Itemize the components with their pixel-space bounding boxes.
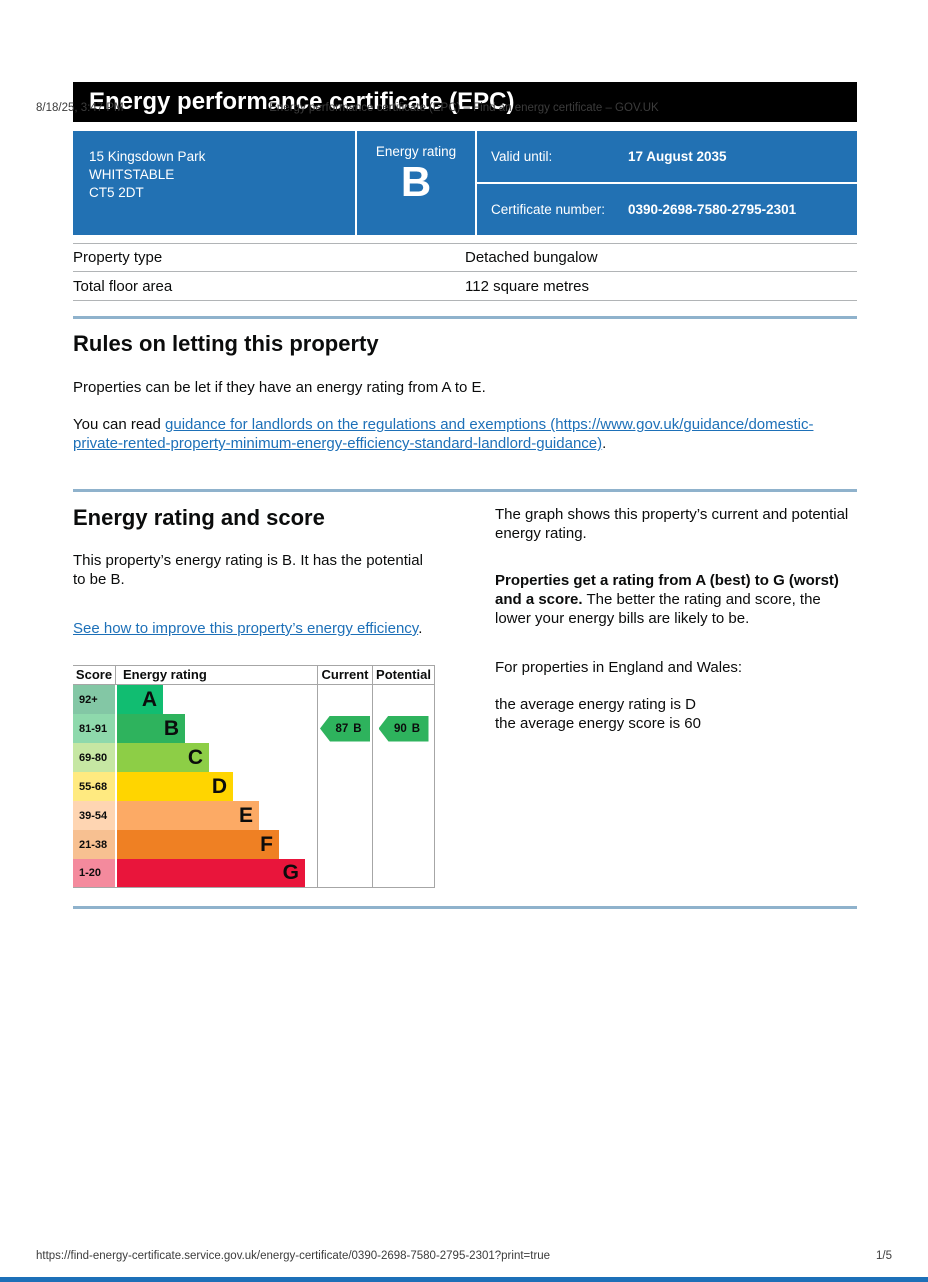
certificate-number-label: Certificate number: (491, 202, 606, 217)
potential-letter: B (411, 722, 421, 735)
band-g-bar: G (117, 859, 305, 887)
band-a-bar: A (117, 685, 163, 714)
improve-paragraph: See how to improve this property’s energ… (73, 619, 437, 638)
band-f-score: 21-38 (73, 830, 115, 859)
energy-rating-badge: Energy rating B (357, 131, 475, 235)
energy-rating-letter: B (400, 158, 432, 205)
current-score: 87 (335, 722, 349, 735)
floor-area-value: 112 square metres (465, 277, 589, 295)
rating-explanation: Properties get a rating from A (best) to… (495, 571, 857, 628)
certificate-page: Energy performance certificate (EPC) 15 … (73, 82, 857, 909)
rules-paragraph-1: Properties can be let if they have an en… (73, 379, 486, 396)
page-number: 1/5 (876, 1250, 892, 1262)
section-divider (73, 906, 857, 909)
epc-band-row-g: 1-20 G (73, 859, 435, 888)
current-column-header: Current (317, 666, 372, 684)
section-divider (73, 316, 857, 319)
potential-rating-arrow-icon: 90 B (378, 715, 429, 742)
epc-band-row-d: 55-68 D (73, 772, 435, 801)
band-f-bar: F (117, 830, 279, 859)
band-d-bar: D (117, 772, 233, 801)
address-line-3: CT5 2DT (89, 185, 144, 200)
epc-band-row-b: 81-91 B 87 B 90 B (73, 714, 435, 743)
potential-score: 90 (393, 722, 407, 735)
potential-column-header: Potential (372, 666, 435, 684)
table-row-floor-area: Total floor area 112 square metres (73, 272, 857, 301)
average-rating-line: the average energy rating is D (495, 696, 696, 713)
table-row-property-type: Property type Detached bungalow (73, 243, 857, 272)
rating-left-column: Energy rating and score This property’s … (73, 505, 495, 888)
landlord-guidance-link[interactable]: guidance for landlords on the regulation… (73, 416, 814, 452)
current-letter: B (353, 722, 362, 735)
rating-explanation-bold: Properties get a rating from A (best) to… (495, 572, 839, 608)
graph-description: The graph shows this property’s current … (495, 506, 849, 542)
band-e-bar: E (117, 801, 259, 830)
valid-until-row: Valid until: 17 August 2035 (477, 131, 857, 182)
epc-chart-header: Score Energy rating Current Potential (73, 665, 435, 685)
band-d-score: 55-68 (73, 772, 115, 801)
band-c-bar: C (117, 743, 209, 772)
floor-area-label: Total floor area (73, 277, 173, 295)
score-column-header: Score (75, 667, 113, 682)
valid-until-label: Valid until: (491, 149, 553, 164)
england-wales-intro: For properties in England and Wales: (495, 659, 743, 676)
average-score-line: the average energy score is 60 (495, 715, 701, 732)
certificate-banner-title: Energy performance certificate (EPC) (73, 82, 857, 122)
certificate-number-value: 0390-2698-7580-2795-2301 (628, 202, 797, 217)
energy-rating-column-header: Energy rating (115, 666, 317, 684)
epc-band-row-f: 21-38 F (73, 830, 435, 859)
band-b-score: 81-91 (73, 714, 115, 743)
address-line-1: 15 Kingsdown Park (89, 149, 206, 164)
improve-efficiency-link[interactable]: See how to improve this property’s energ… (73, 620, 419, 637)
property-type-value: Detached bungalow (465, 249, 598, 266)
epc-band-row-a: 92+ A (73, 685, 435, 714)
epc-band-row-e: 39-54 E (73, 801, 435, 830)
address-line-2: WHITSTABLE (89, 167, 175, 182)
epc-rating-chart: Score Energy rating Current Potential 92… (73, 665, 435, 888)
rules-paragraph-2: You can read guidance for landlords on t… (73, 415, 857, 453)
band-a-score: 92+ (73, 685, 115, 714)
improve-paragraph-suffix: . (418, 620, 423, 637)
band-c-score: 69-80 (73, 743, 115, 772)
browser-print-header: 8/18/25, 3:47 PM Energy performance cert… (36, 102, 892, 114)
page-title-header: Energy performance certificate (EPC) – F… (269, 102, 659, 114)
epc-band-row-c: 69-80 C (73, 743, 435, 772)
energy-rating-section: Energy rating and score This property’s … (73, 505, 857, 888)
certificate-summary-card: 15 Kingsdown Park WHITSTABLE CT5 2DT Ene… (73, 131, 857, 235)
browser-print-footer: https://find-energy-certificate.service.… (36, 1250, 892, 1262)
rating-explanation-rest: The better the rating and score, the low… (495, 591, 821, 627)
rules-paragraph-2-suffix: . (602, 435, 607, 452)
property-address: 15 Kingsdown Park WHITSTABLE CT5 2DT (73, 131, 355, 235)
section-divider (73, 489, 857, 492)
energy-rating-label: Energy rating (375, 144, 457, 159)
property-details-table: Property type Detached bungalow Total fl… (73, 243, 857, 301)
certificate-meta: Valid until: 17 August 2035 Certificate … (477, 131, 857, 235)
rules-heading: Rules on letting this property (73, 331, 379, 356)
current-rating-arrow-icon: 87 B (320, 715, 370, 742)
property-type-label: Property type (73, 249, 163, 266)
print-datetime: 8/18/25, 3:47 PM (36, 102, 124, 114)
rating-right-column: The graph shows this property’s current … (495, 505, 857, 888)
rating-intro: This property’s energy rating is B. It h… (73, 552, 423, 588)
rating-heading: Energy rating and score (73, 505, 325, 530)
average-stats: the average energy rating is D the averag… (495, 695, 857, 733)
rules-paragraph-2-prefix: You can read (73, 416, 166, 433)
valid-until-value: 17 August 2035 (628, 149, 727, 164)
band-b-bar: B (117, 714, 185, 743)
footer-url: https://find-energy-certificate.service.… (36, 1250, 551, 1262)
band-e-score: 39-54 (73, 801, 115, 830)
bottom-accent-bar (0, 1277, 928, 1282)
certificate-number-row: Certificate number: 0390-2698-7580-2795-… (477, 184, 857, 235)
band-g-score: 1-20 (73, 859, 115, 887)
